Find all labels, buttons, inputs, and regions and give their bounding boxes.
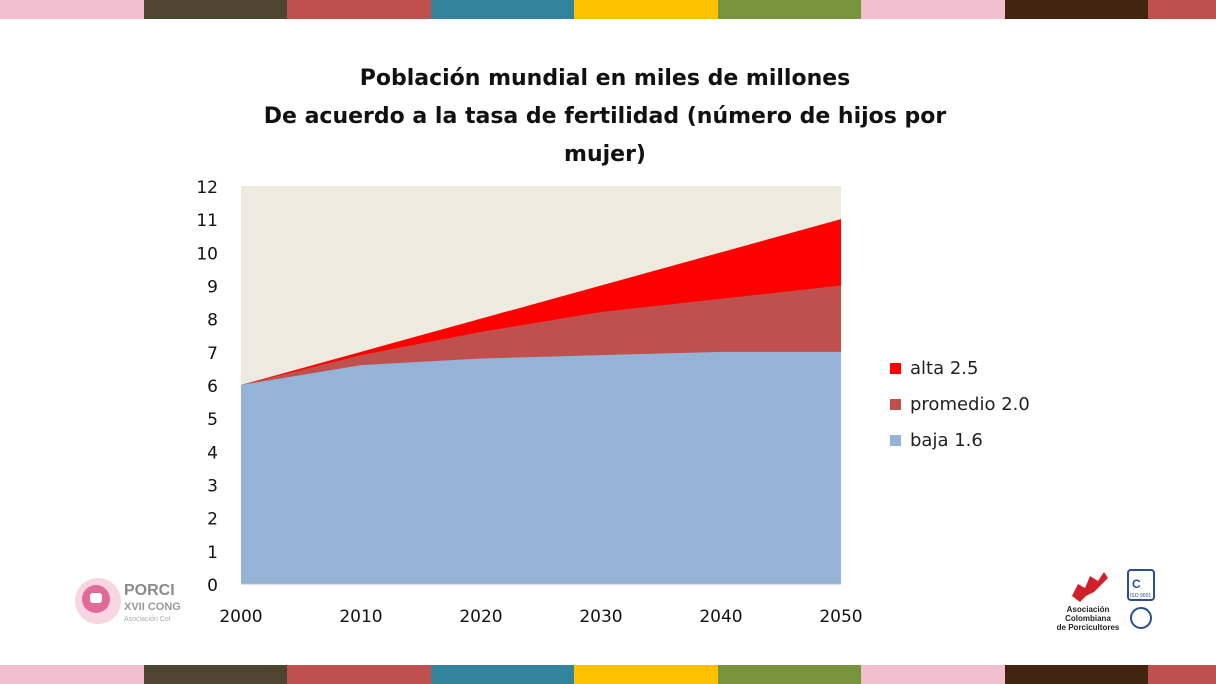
top-color-stripe (0, 0, 1216, 19)
y-tick-label: 9 (207, 278, 218, 298)
stripe-segment (861, 0, 1005, 19)
x-tick-label: 2050 (819, 607, 862, 627)
bottom-color-stripe (0, 665, 1216, 684)
stripe-segment (1148, 0, 1216, 19)
x-tick-label: 2000 (219, 607, 262, 627)
asoc-text-1: Asociación (1067, 605, 1110, 614)
x-tick-label: 2020 (459, 607, 502, 627)
certification-badge-icon (1127, 569, 1155, 601)
y-tick-label: 12 (196, 178, 218, 198)
stripe-segment (574, 665, 718, 684)
logo-mark (90, 593, 102, 603)
stripe-segment (143, 0, 287, 19)
logo-text-3: Asociación Col (124, 616, 171, 623)
legend-label: alta 2.5 (910, 357, 979, 379)
y-tick-label: 10 (196, 244, 218, 264)
y-tick-label: 7 (207, 344, 218, 364)
y-tick-label: 8 (207, 311, 218, 331)
asoc-text-3: de Porcicultores (1057, 623, 1120, 632)
legend-swatch (890, 398, 901, 410)
chart-legend: alta 2.5 promedio 2.0 baja 1.6 (890, 350, 1030, 458)
stripe-segment (143, 665, 287, 684)
chart-subtitle: De acuerdo a la tasa de fertilidad (núme… (263, 104, 954, 167)
y-tick-label: 1 (207, 543, 218, 563)
asoc-text-2: Colombiana (1065, 614, 1111, 623)
pig-silhouette-icon (1072, 572, 1108, 602)
legend-swatch (890, 434, 901, 446)
congress-logo: PORCI XVII CONG Asociación Col (72, 575, 192, 627)
stripe-segment (0, 665, 144, 684)
legend-item: alta 2.5 (890, 350, 1030, 386)
legend-label: promedio 2.0 (910, 393, 1030, 415)
quality-seal-icon (1130, 607, 1152, 629)
area-series-baja (241, 351, 841, 584)
y-tick-label: 3 (207, 477, 218, 497)
asociacion-logo: C ISO 9001 Asociación Colombiana de Porc… (1052, 566, 1162, 632)
stripe-segment (717, 665, 861, 684)
stripe-segment (0, 0, 144, 19)
legend-item: baja 1.6 (890, 422, 1030, 458)
chart-title: Población mundial en miles de millones (359, 66, 851, 91)
logo-text-2: XVII CONG (124, 601, 181, 613)
stripe-segment (1004, 0, 1148, 19)
stripe-segment (287, 665, 431, 684)
stripe-segment (1148, 665, 1216, 684)
y-tick-label: 2 (207, 510, 218, 530)
y-tick-label: 5 (207, 410, 218, 430)
stripe-segment (430, 665, 574, 684)
legend-item: promedio 2.0 (890, 386, 1030, 422)
stripe-segment (1004, 665, 1148, 684)
x-tick-label: 2040 (699, 607, 742, 627)
legend-label: baja 1.6 (910, 429, 983, 451)
y-tick-label: 0 (207, 576, 218, 596)
stripe-segment (430, 0, 574, 19)
x-tick-label: 2010 (339, 607, 382, 627)
svg-text:C: C (1132, 577, 1141, 591)
y-tick-label: 6 (207, 377, 218, 397)
stripe-segment (287, 0, 431, 19)
chart-title-block: Población mundial en miles de millones D… (240, 60, 970, 174)
stripe-segment (861, 665, 1005, 684)
y-tick-label: 11 (196, 211, 218, 231)
x-tick-label: 2030 (579, 607, 622, 627)
y-tick-label: 4 (207, 443, 218, 463)
stripe-segment (574, 0, 718, 19)
logo-text-1: PORCI (124, 582, 175, 599)
stripe-segment (717, 0, 861, 19)
legend-swatch (890, 362, 901, 374)
badge-text: ISO 9001 (1130, 593, 1151, 599)
